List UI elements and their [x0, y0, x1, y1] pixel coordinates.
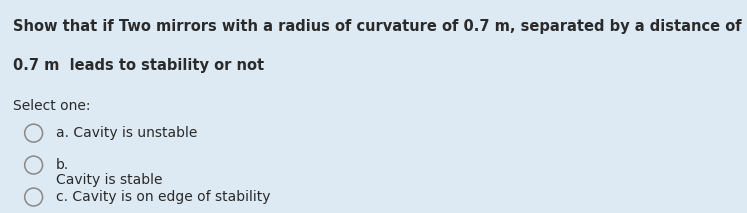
Text: b.: b.: [56, 158, 69, 172]
Text: Select one:: Select one:: [13, 99, 91, 113]
Text: c. Cavity is on edge of stability: c. Cavity is on edge of stability: [56, 190, 270, 204]
Text: a. Cavity is unstable: a. Cavity is unstable: [56, 126, 197, 140]
Text: Show that if Two mirrors with a radius of curvature of 0.7 m, separated by a dis: Show that if Two mirrors with a radius o…: [13, 19, 742, 34]
Text: Cavity is stable: Cavity is stable: [56, 173, 163, 187]
Text: 0.7 m  leads to stability or not: 0.7 m leads to stability or not: [13, 58, 264, 72]
